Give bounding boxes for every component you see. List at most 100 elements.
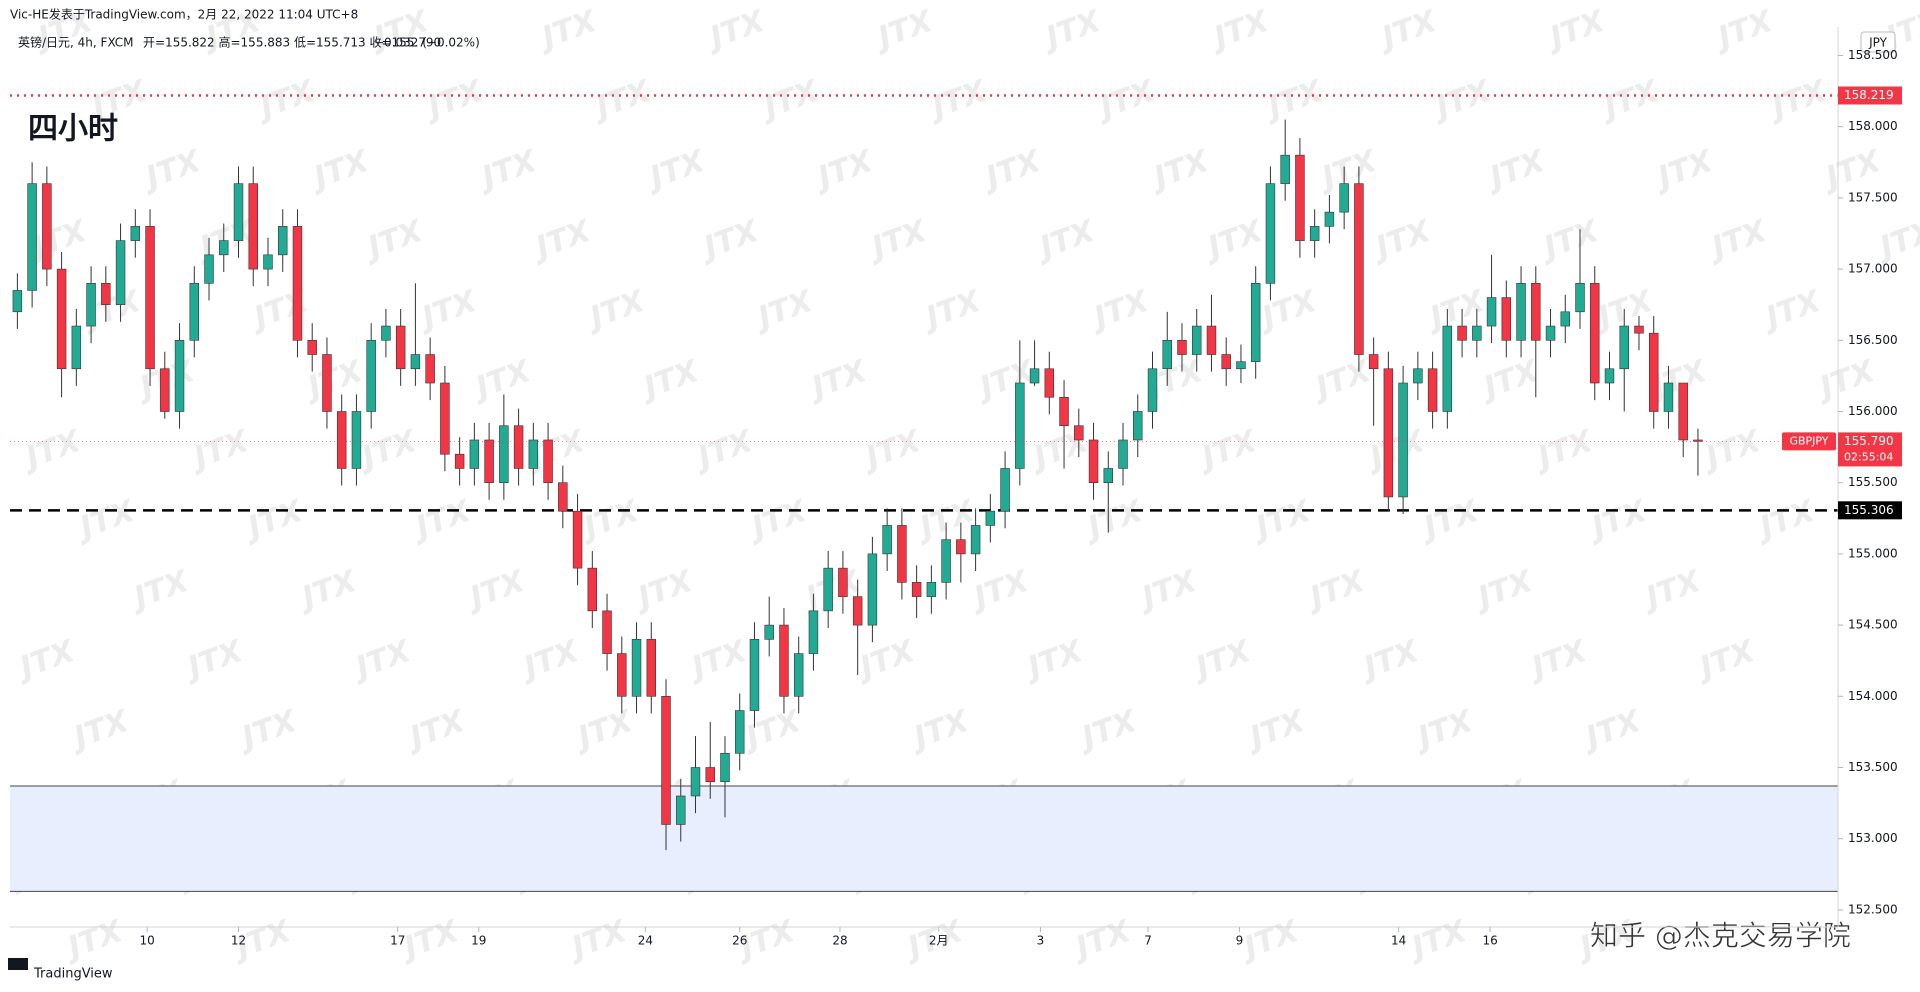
candle-body: [661, 696, 671, 825]
candle-body: [145, 226, 155, 370]
candle-body: [793, 653, 804, 697]
candle-body: [86, 283, 96, 327]
candle-body: [1029, 368, 1040, 384]
candle-body: [1678, 382, 1688, 441]
candle-body: [440, 382, 450, 455]
candle-body: [1575, 283, 1585, 313]
candle-body: [174, 339, 185, 412]
last-price-label: 155.790: [1844, 434, 1894, 448]
candle-body: [1147, 368, 1158, 412]
candle-body: [278, 226, 288, 256]
candle-body: [1044, 368, 1055, 398]
x-tick-label: 3: [1037, 934, 1045, 948]
candle-body: [1516, 283, 1526, 341]
candle-body: [1368, 354, 1379, 370]
candle-body: [1192, 325, 1202, 355]
candle-body: [882, 525, 892, 555]
candle-body: [469, 439, 480, 469]
candle-body: [1604, 368, 1615, 384]
candle-body: [1427, 368, 1438, 412]
candle-body: [720, 752, 730, 783]
candle-body: [1206, 325, 1217, 355]
candle-body: [1265, 183, 1276, 284]
candle-body: [735, 710, 745, 754]
candle-body: [926, 582, 937, 597]
candle-body: [808, 610, 819, 654]
candle-body: [1103, 468, 1113, 483]
candle-body: [322, 354, 332, 412]
y-tick-label: 155.500: [1848, 475, 1898, 489]
symbol-label: GBPJPY: [1789, 434, 1828, 447]
candle-body: [543, 439, 553, 483]
y-tick-label: 154.500: [1848, 618, 1898, 632]
level-label: 155.306: [1844, 503, 1894, 517]
candle-body: [233, 183, 244, 241]
y-tick-label: 153.000: [1848, 831, 1898, 845]
candle-body: [897, 525, 907, 583]
candle-body: [1619, 325, 1629, 370]
candle-body: [1693, 439, 1703, 442]
x-tick-label: 16: [1482, 934, 1497, 948]
candle-body: [1545, 325, 1556, 341]
candle-body: [204, 254, 214, 284]
candle-body: [646, 639, 656, 697]
zone: [10, 786, 1838, 892]
candle-body: [941, 539, 951, 583]
candle-body: [1398, 382, 1408, 498]
level-label: 158.219: [1844, 88, 1894, 102]
x-tick-label: 19: [471, 934, 486, 948]
candle-body: [676, 795, 686, 825]
candle-body: [454, 453, 465, 469]
candle-body: [27, 183, 37, 291]
candle-body: [1501, 297, 1512, 341]
candle-body: [351, 411, 362, 469]
candle-body: [1059, 396, 1069, 427]
candle-body: [56, 268, 67, 370]
candle-body: [838, 567, 848, 597]
candle-body: [513, 425, 524, 469]
candle-body: [484, 439, 494, 483]
y-tick-label: 157.000: [1848, 262, 1898, 276]
y-tick-label: 155.000: [1848, 546, 1898, 560]
candle-body: [115, 240, 126, 305]
candle-body: [558, 482, 568, 512]
y-tick-label: 154.000: [1848, 689, 1898, 703]
x-tick-label: 12: [231, 934, 246, 948]
change: −0.032 (−0.02%): [374, 36, 480, 50]
currency-box[interactable]: [1860, 31, 1896, 53]
candle-body: [1162, 339, 1172, 370]
candle-body: [587, 567, 598, 612]
candle-body: [1280, 154, 1290, 184]
candle-body: [219, 240, 229, 256]
candle-body: [1133, 411, 1143, 441]
x-tick-label: 26: [732, 934, 747, 948]
candle-body: [528, 439, 539, 469]
candle-body: [381, 325, 391, 341]
candle-body: [1088, 439, 1099, 483]
candle-body: [248, 183, 258, 270]
x-tick-label: 14: [1391, 934, 1406, 948]
symbol-info: 英镑/日元, 4h, FXCM: [18, 35, 134, 50]
candle-body: [189, 283, 199, 341]
candle-body: [985, 510, 996, 526]
candle-body: [410, 354, 421, 370]
y-tick-label: 153.500: [1848, 760, 1898, 774]
x-tick-label: 9: [1236, 934, 1244, 948]
candle-body: [617, 653, 627, 697]
level-label-box: [1838, 86, 1902, 105]
candle-body: [1457, 325, 1467, 341]
last-price-box: [1838, 432, 1902, 467]
candle-body: [1324, 211, 1335, 227]
y-tick-label: 156.500: [1848, 333, 1898, 347]
candle-body: [366, 339, 376, 412]
candle-body: [749, 639, 760, 711]
candle-body: [499, 425, 509, 483]
candle-body: [1472, 325, 1482, 341]
candle-body: [71, 325, 82, 370]
y-tick-label: 156.000: [1848, 404, 1898, 418]
candle-body: [1663, 382, 1674, 412]
candle-body: [1634, 325, 1644, 334]
level-label-box: [1838, 501, 1902, 520]
